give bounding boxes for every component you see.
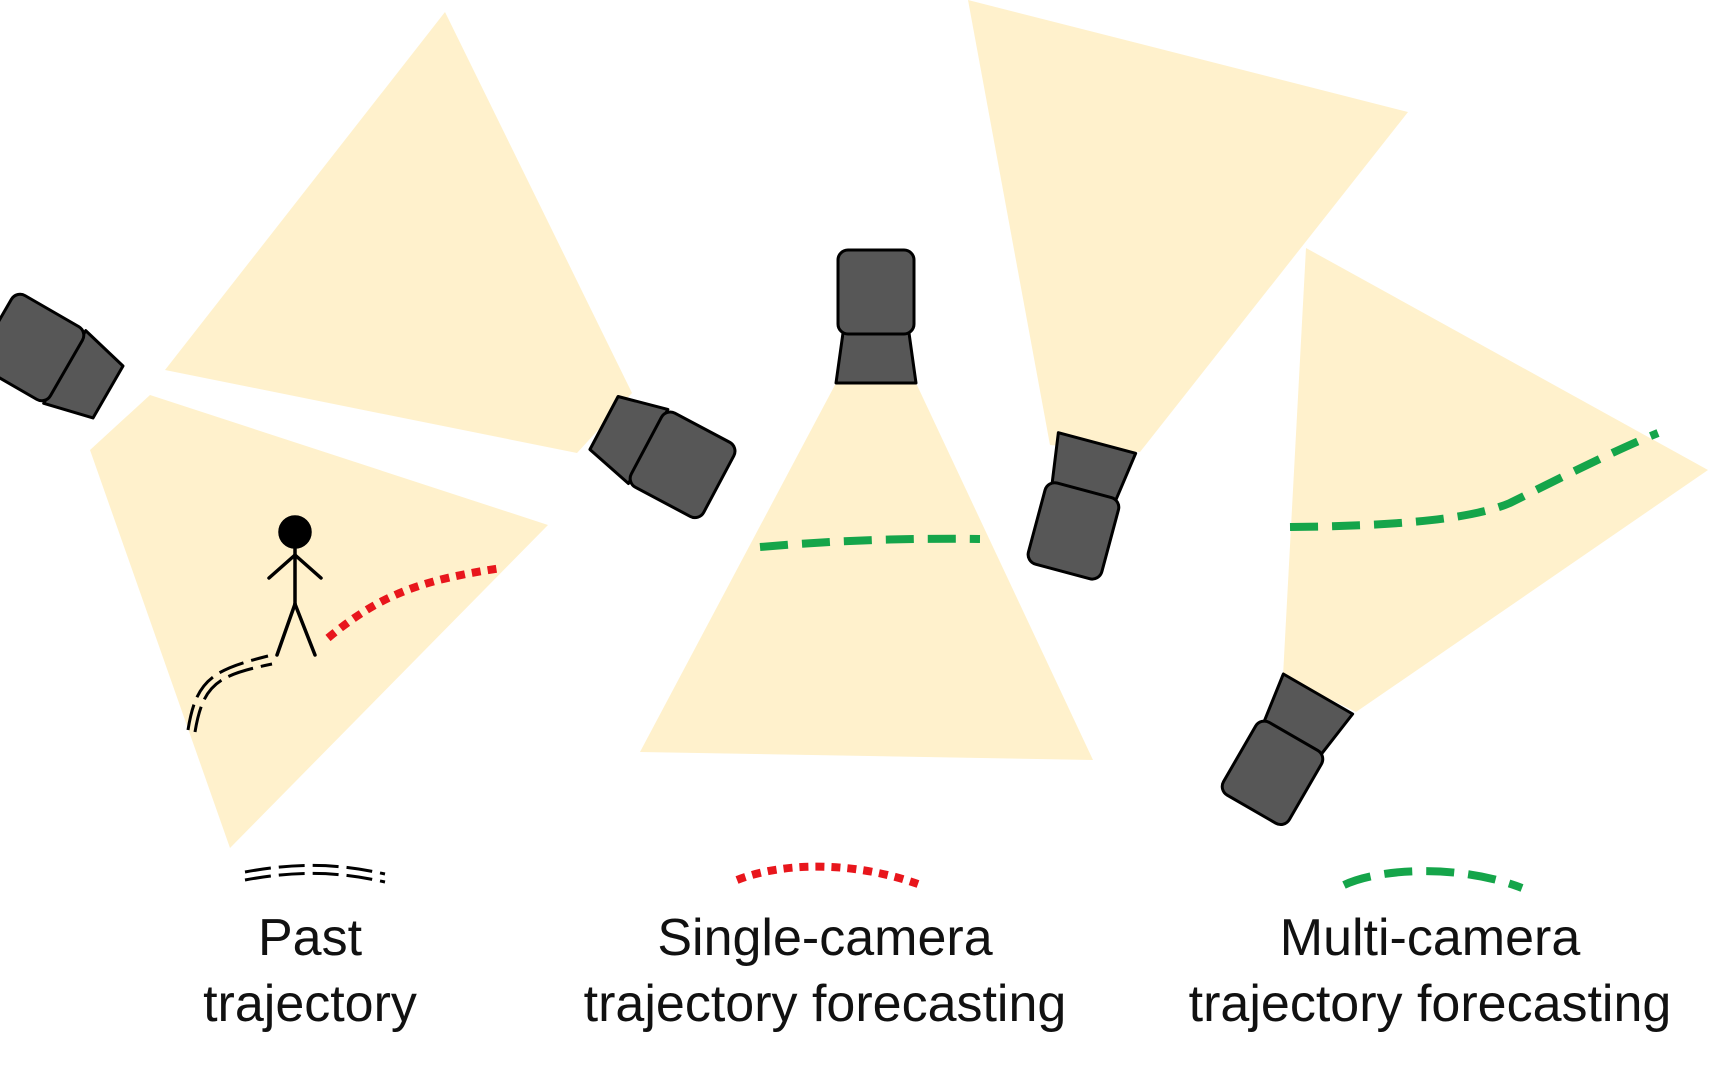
camera-4-field-of-view: [968, 0, 1408, 452]
multi-camera-forecast-path-camera-3: [759, 534, 981, 551]
camera-2-field-of-view: [165, 12, 632, 453]
legend-samples: [244, 862, 1524, 892]
multi-camera-forecast-path-camera-5: [1289, 429, 1660, 531]
camera-1-field-of-view: [90, 395, 548, 848]
legend-multi-camera-label-line-2: trajectory forecasting: [1188, 975, 1672, 1033]
legend-single-camera-line: [735, 862, 920, 888]
camera-icon: [0, 292, 125, 420]
legend-past-label: Past trajectory: [170, 905, 450, 1037]
trajectories: [186, 429, 1660, 733]
fields-of-view: [90, 0, 1708, 848]
legend-multi-camera-label: Multi-camera trajectory forecasting: [1150, 905, 1710, 1037]
stick-figure-icon: [267, 515, 323, 657]
legend-past-label-line-1: Past: [257, 909, 363, 967]
camera-3-field-of-view: [640, 383, 1093, 760]
camera-5-field-of-view: [1283, 248, 1708, 712]
past-trajectory-path: [186, 654, 273, 733]
camera-icon: [1220, 672, 1355, 827]
camera-icon: [588, 395, 737, 520]
legend-single-camera-label-line-1: Single-camera: [657, 909, 993, 967]
legend-single-camera-label: Single-camera trajectory forecasting: [540, 905, 1110, 1037]
legend-past-label-line-2: trajectory: [203, 975, 417, 1033]
legend-past-line: [244, 863, 386, 884]
legend-multi-camera-label-line-1: Multi-camera: [1279, 909, 1581, 967]
camera-icon: [1026, 431, 1138, 581]
camera-icon: [834, 248, 918, 385]
legend-single-camera-label-line-2: trajectory forecasting: [583, 975, 1067, 1033]
cameras: [0, 248, 1355, 827]
legend-multi-camera-line: [1342, 867, 1524, 892]
single-camera-forecast-path: [325, 564, 503, 642]
